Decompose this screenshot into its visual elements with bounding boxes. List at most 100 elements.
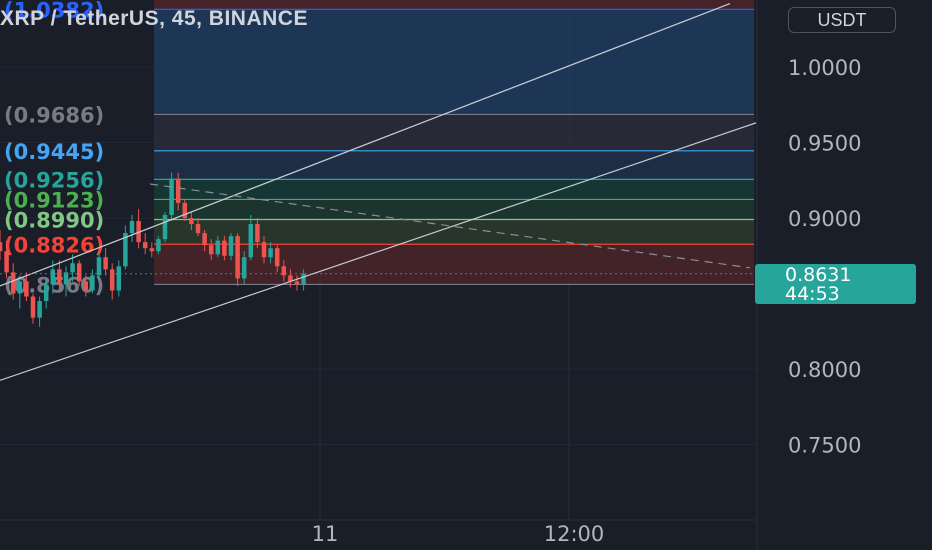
candle [70, 254, 75, 282]
candle [274, 245, 280, 273]
candle [301, 269, 306, 291]
candle [17, 275, 23, 309]
candle [189, 211, 194, 231]
candle-body [274, 248, 280, 267]
candle-body [294, 281, 300, 285]
candle [136, 208, 141, 249]
fib-zone [154, 150, 754, 180]
candle [76, 260, 82, 286]
candle [0, 230, 3, 261]
candle-body [255, 224, 260, 243]
candle-body [4, 251, 9, 273]
fib-level-label: (0.9445) [4, 140, 104, 164]
fib-zone [154, 219, 754, 245]
candle-body [301, 273, 306, 285]
candle [241, 251, 247, 285]
trend-line-channel-lower [0, 122, 757, 381]
fib-zone [154, 199, 754, 220]
candle-body [228, 236, 234, 256]
fib-level-label: (0.9256) [4, 168, 104, 192]
candle [182, 199, 188, 222]
candle-body [162, 214, 168, 240]
candle [83, 275, 89, 297]
candle-body [103, 257, 108, 270]
candle-body [0, 242, 3, 252]
candle [129, 214, 135, 243]
price-tick-label: 0.9000 [788, 207, 861, 231]
candle-body [90, 275, 95, 291]
last-price-tag: 0.8631 44:53 [755, 264, 916, 304]
candle [294, 275, 300, 291]
candle [90, 269, 95, 294]
fib-zone [154, 179, 754, 200]
candle-body [248, 224, 254, 258]
candle-body [70, 263, 75, 273]
price-tick-label: 0.7500 [788, 434, 861, 458]
price-tick-label: 0.8000 [788, 358, 861, 382]
fib-level-label: (0.8990) [4, 209, 104, 233]
candle [268, 242, 273, 264]
candle-body [156, 239, 161, 252]
candle [30, 293, 36, 324]
candle [156, 236, 161, 255]
candle-body [43, 284, 49, 302]
candle [149, 242, 155, 258]
candle-body [76, 263, 82, 282]
chart-title: XRP / TetherUS, 45, BINANCE [0, 7, 308, 30]
candle [255, 218, 260, 249]
currency-button[interactable]: USDT [788, 7, 896, 33]
candle [43, 278, 49, 309]
fib-level-label: (1.0382) [4, 0, 104, 22]
candle [261, 236, 267, 264]
candle-body [142, 242, 148, 249]
price-tick-label: 1.0000 [788, 56, 861, 80]
candle [109, 263, 115, 300]
candle [96, 251, 102, 282]
candle-body [136, 221, 141, 243]
candle [63, 266, 69, 297]
candle [116, 260, 122, 297]
candle-body [57, 269, 62, 285]
candle-body [83, 281, 89, 291]
candle-body [189, 218, 194, 225]
candle-body [116, 266, 122, 291]
candle [123, 225, 128, 270]
time-tick-label: 12:00 [544, 522, 605, 546]
candle-body [208, 245, 214, 255]
candle-body [37, 301, 42, 318]
candle [103, 248, 108, 276]
candle-body [149, 248, 155, 252]
candle-body [235, 236, 240, 279]
candle [248, 214, 254, 261]
candle-body [215, 240, 221, 255]
candle-body [123, 233, 128, 267]
candle-body [222, 240, 227, 256]
candle-body [17, 281, 23, 294]
fib-zone-top [154, 0, 754, 10]
candle-body [261, 242, 267, 258]
candle-body [288, 275, 293, 282]
fib-zone [154, 9, 754, 115]
candle-body [268, 248, 273, 258]
fib-level-label: (0.9123) [4, 188, 104, 212]
candle-body [202, 233, 207, 246]
candle [288, 269, 293, 288]
candle-body [24, 281, 29, 297]
fib-zone [154, 244, 754, 285]
candle-body [129, 221, 135, 234]
candle [4, 240, 9, 279]
bar-countdown: 44:53 [785, 283, 840, 305]
candle-body [182, 202, 188, 218]
candle [208, 239, 214, 261]
candle-body [195, 224, 201, 234]
candle [202, 230, 207, 252]
candle-body [109, 269, 115, 291]
candle [142, 233, 148, 255]
candle [215, 236, 221, 258]
candle [228, 233, 234, 261]
price-tick-label: 0.9500 [788, 132, 861, 156]
candle [175, 172, 181, 211]
candle [162, 211, 168, 243]
candle-body [241, 257, 247, 279]
